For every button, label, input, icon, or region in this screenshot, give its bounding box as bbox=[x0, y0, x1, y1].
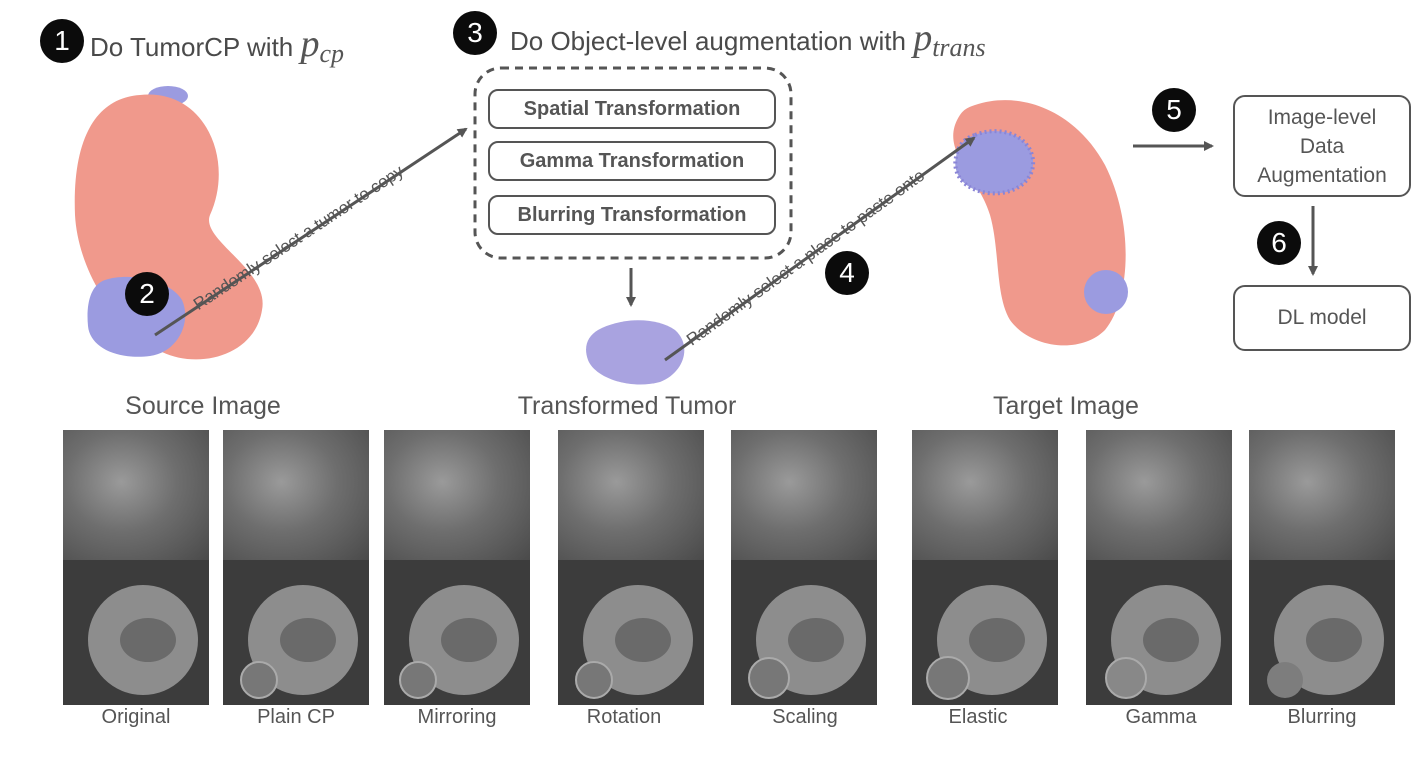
step-1-label: Do TumorCP with pcp bbox=[90, 22, 344, 69]
blurring-transformation-box: Blurring Transformation bbox=[488, 195, 776, 235]
step-6-badge: 6 bbox=[1257, 221, 1301, 265]
ct-scaling bbox=[731, 430, 877, 705]
caption-plain-cp: Plain CP bbox=[257, 706, 335, 728]
ct-mirroring bbox=[384, 430, 530, 705]
step-3-text: Do Object-level augmentation with bbox=[510, 26, 914, 56]
dl-model-box: DL model bbox=[1233, 285, 1411, 351]
caption-blurring: Blurring bbox=[1287, 706, 1357, 728]
step-1-text: Do TumorCP with bbox=[90, 32, 301, 62]
ct-gamma bbox=[1086, 430, 1232, 705]
transform-dashed-box bbox=[473, 66, 793, 260]
caption-original: Original bbox=[101, 706, 171, 728]
p-cp-symbol: pcp bbox=[300, 23, 345, 68]
caption-mirroring: Mirroring bbox=[417, 706, 497, 728]
ct-elastic bbox=[912, 430, 1058, 705]
augmentation-line-3: Augmentation bbox=[1257, 163, 1387, 187]
image-level-augmentation-box: Image-level Data Augmentation bbox=[1233, 95, 1411, 197]
transformed-tumor-title: Transformed Tumor bbox=[517, 392, 737, 420]
transformed-tumor bbox=[586, 320, 685, 385]
spatial-transformation-box: Spatial Transformation bbox=[488, 89, 776, 129]
target-pasted-tumor bbox=[953, 129, 1036, 196]
step-5-badge: 5 bbox=[1152, 88, 1196, 132]
step-3-label: Do Object-level augmentation with ptrans bbox=[510, 16, 986, 63]
caption-scaling: Scaling bbox=[772, 706, 838, 728]
step-2-badge: 2 bbox=[125, 272, 169, 316]
ct-blurring bbox=[1249, 430, 1395, 705]
p-trans-symbol: ptrans bbox=[913, 17, 986, 62]
ct-rotation bbox=[558, 430, 704, 705]
paste-arrow bbox=[664, 136, 976, 362]
ct-plain-cp bbox=[223, 430, 369, 705]
step-4-badge: 4 bbox=[825, 251, 869, 295]
step-3-badge: 3 bbox=[453, 11, 497, 55]
augmentation-line-1: Image-level bbox=[1267, 105, 1377, 129]
caption-rotation: Rotation bbox=[586, 706, 662, 728]
target-tumor-existing bbox=[1084, 270, 1128, 314]
ct-original bbox=[63, 430, 209, 705]
source-image-title: Source Image bbox=[125, 392, 281, 420]
gamma-transformation-box: Gamma Transformation bbox=[488, 141, 776, 181]
copy-arrow bbox=[154, 127, 468, 337]
target-image-title: Target Image bbox=[993, 392, 1139, 420]
caption-gamma: Gamma bbox=[1125, 706, 1197, 728]
step-1-badge: 1 bbox=[40, 19, 84, 63]
augmentation-line-2: Data bbox=[1299, 134, 1345, 158]
caption-elastic: Elastic bbox=[948, 706, 1008, 728]
